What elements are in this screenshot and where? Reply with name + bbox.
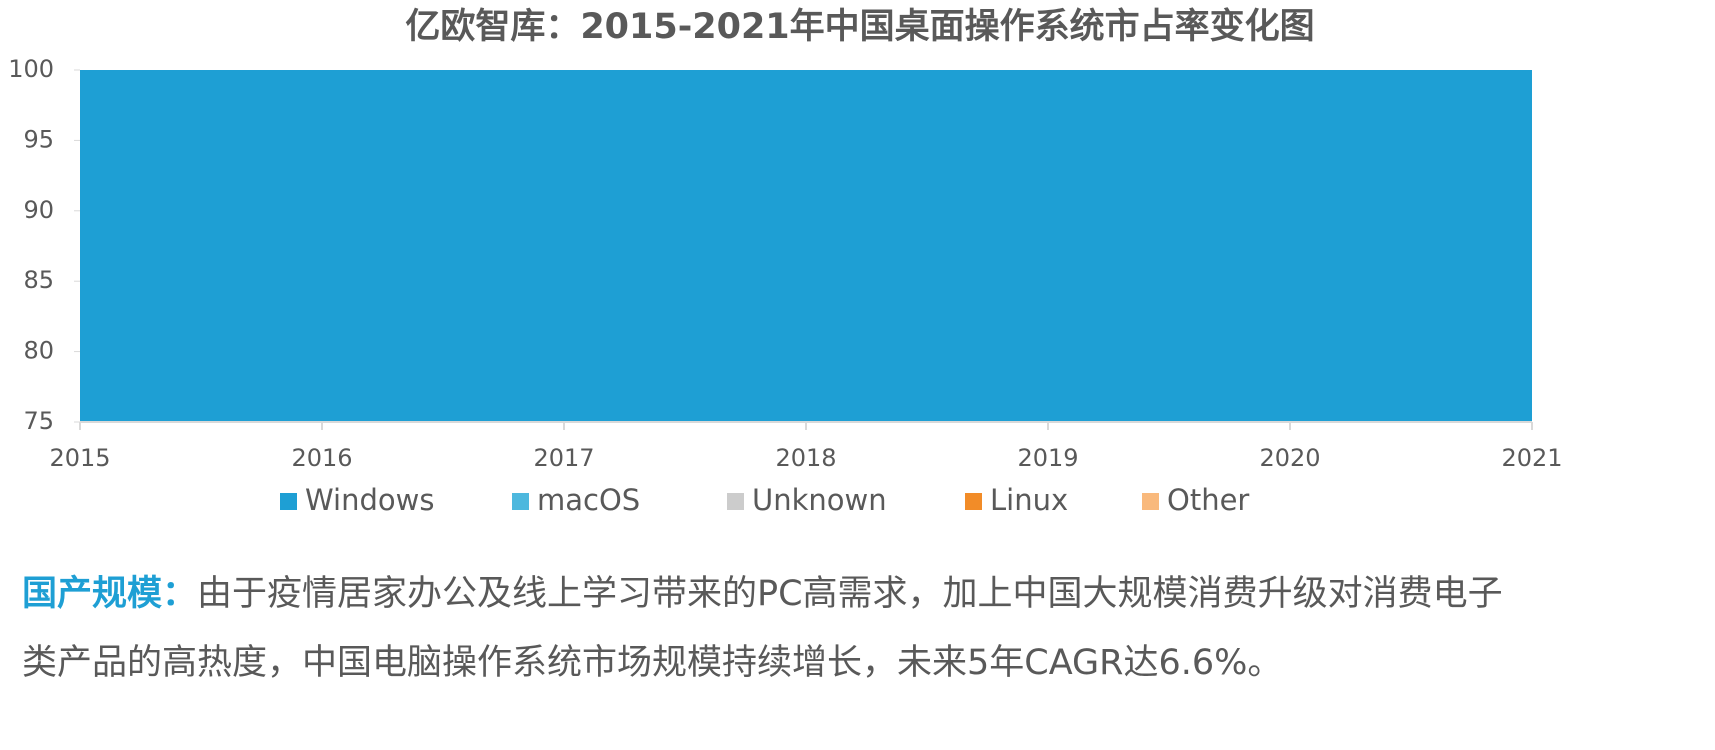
chart: 亿欧智库：2015-2021年中国桌面操作系统市占率变化图 75 80 85 90 95… bbox=[8, 7, 1562, 517]
x-tick-label: 2018 bbox=[775, 444, 836, 472]
y-tick-label: 80 bbox=[23, 337, 54, 365]
note-text: 由于疫情居家办公及线上学习带来的PC高需求，加上中国大规模消费升级对消费电子类产… bbox=[22, 574, 1503, 683]
x-tick-label: 2015 bbox=[49, 444, 110, 472]
legend-swatch bbox=[280, 493, 297, 510]
x-tick-label: 2017 bbox=[533, 444, 594, 472]
y-tick-label: 100 bbox=[8, 55, 54, 83]
note: 国产规模：由于疫情居家办公及线上学习带来的PC高需求，加上中国大规模消费升级对消… bbox=[22, 560, 1532, 698]
x-tick-label: 2021 bbox=[1501, 444, 1562, 472]
legend-swatch bbox=[727, 493, 744, 510]
legend-label: macOS bbox=[537, 483, 640, 517]
area bbox=[80, 70, 1532, 422]
legend-swatch bbox=[965, 493, 982, 510]
y-tick-label: 85 bbox=[23, 266, 54, 294]
legend-swatch bbox=[1142, 493, 1159, 510]
y-tick-label: 75 bbox=[23, 407, 54, 435]
plot bbox=[80, 70, 1532, 422]
x-tick-label: 2016 bbox=[291, 444, 352, 472]
legend-label: Other bbox=[1167, 483, 1249, 517]
legend-label: Windows bbox=[305, 483, 434, 517]
y-tick-label: 95 bbox=[23, 125, 54, 153]
y-tick-label: 90 bbox=[23, 196, 54, 224]
legend-label: Linux bbox=[990, 483, 1068, 517]
chart-title: 亿欧智库：2015-2021年中国桌面操作系统市占率变化图 bbox=[405, 7, 1314, 47]
x-tick-label: 2020 bbox=[1259, 444, 1320, 472]
legend-swatch bbox=[512, 493, 529, 510]
legend-label: Unknown bbox=[752, 483, 887, 517]
note-label: 国产规模： bbox=[22, 574, 198, 614]
x-tick-label: 2019 bbox=[1017, 444, 1078, 472]
